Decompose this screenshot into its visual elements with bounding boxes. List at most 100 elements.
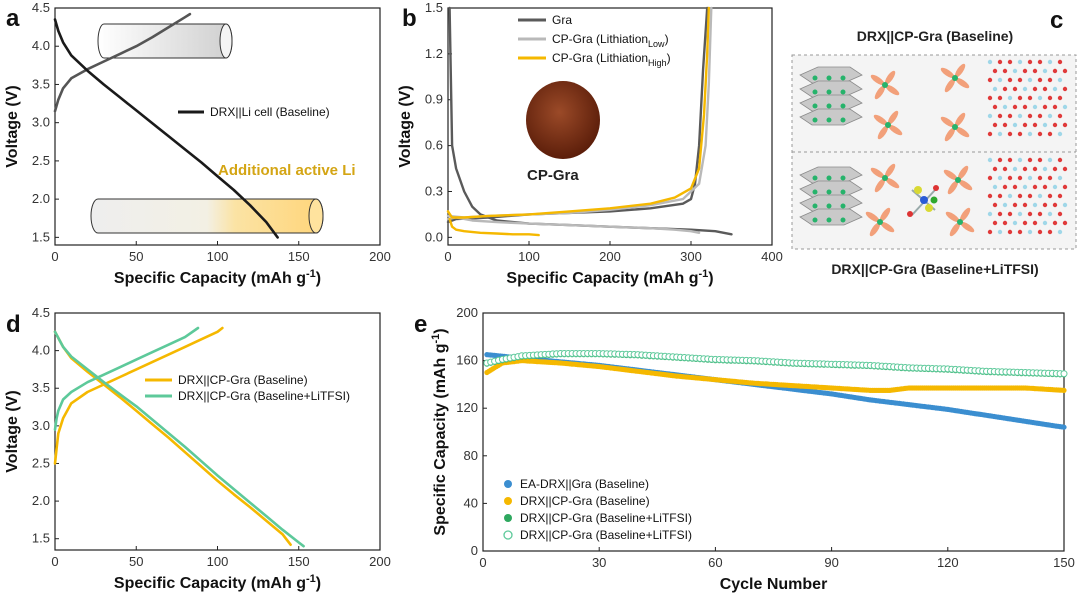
y-tick-label: 2.0 [32, 191, 50, 206]
schematic-title-top: DRX||CP-Gra (Baseline) [857, 28, 1013, 44]
drx-atom [1012, 166, 1018, 172]
series-line-2 [446, 216, 701, 235]
y-tick-label: 4.0 [32, 38, 50, 53]
lithium-ion [826, 175, 832, 181]
drx-atom [1022, 104, 1028, 110]
solvated-li [885, 122, 891, 128]
drx-atom [1052, 122, 1058, 128]
solvated-li [957, 219, 963, 225]
drx-atom [1047, 95, 1053, 101]
drx-atom [1022, 220, 1028, 226]
drx-atom [1052, 220, 1058, 226]
drx-atom [1062, 104, 1068, 110]
lithium-ion [840, 89, 846, 95]
solvent-lobe [945, 211, 960, 223]
drx-atom [992, 202, 998, 208]
drx-atom [1007, 113, 1013, 119]
drx-atom [1032, 184, 1038, 190]
drx-atom [1062, 220, 1068, 226]
y-axis-label: Voltage (V) [397, 85, 414, 167]
solvent-lobe [870, 74, 885, 86]
drx-atom [1012, 220, 1018, 226]
panel-d-legend-label-0: DRX||CP-Gra (Baseline) [178, 373, 308, 387]
solvent-lobe [955, 126, 970, 138]
y-tick-label: 0.9 [425, 92, 443, 107]
drx-atom [1017, 229, 1023, 235]
drx-atom [987, 157, 993, 163]
drx-atom [1007, 193, 1013, 199]
x-tick-label: 200 [599, 249, 621, 264]
drx-atom [1007, 175, 1013, 181]
panel-b-lines [446, 6, 733, 237]
series-line-2 [53, 326, 200, 431]
solvent-lobe [887, 110, 899, 125]
drx-atom [1037, 95, 1043, 101]
drx-atom [997, 211, 1003, 217]
y-tick-label: 80 [464, 448, 478, 463]
drx-atom [1057, 229, 1063, 235]
drx-atom [987, 95, 993, 101]
series-line-1 [446, 6, 709, 224]
drx-atom [997, 131, 1003, 137]
solvent-lobe [960, 221, 975, 233]
panel-a-legend-label: DRX||Li cell (Baseline) [210, 105, 330, 119]
panel-d: 0 50 100 150 200 1.5 2.0 2.5 3.0 3.5 4.0 4.5 Specifi… [4, 305, 391, 592]
drx-atom [1047, 211, 1053, 217]
drx-atom [1027, 175, 1033, 181]
drx-atom [1057, 175, 1063, 181]
y-tick-label: 2.5 [32, 153, 50, 168]
drx-atom [1057, 77, 1063, 83]
panel-e-legend-label-2: DRX||CP-Gra (Baseline+LiTFSI) [520, 511, 692, 525]
solvent-lobe [884, 163, 896, 178]
drx-atom [1002, 166, 1008, 172]
panel-c-schematic: DRX||CP-Gra (Baseline) DRX||CP-Gra (Base… [791, 28, 1077, 277]
panel-a-annotation: Additional active Li [218, 162, 356, 179]
drx-atom [1057, 193, 1063, 199]
lithium-ion [812, 203, 818, 209]
drx-crystal-icon [987, 59, 1068, 235]
lithium-ion [826, 217, 832, 223]
drx-atom [987, 131, 993, 137]
drx-atom [1022, 166, 1028, 172]
drx-atom [1007, 229, 1013, 235]
y-tick-label: 1.2 [425, 46, 443, 61]
panel-e-legend-marker-3 [503, 530, 513, 540]
lithium-ion [812, 117, 818, 123]
drx-atom [1027, 211, 1033, 217]
x-tick-label: 60 [708, 555, 722, 570]
drx-atom [1017, 193, 1023, 199]
drx-atom [1047, 193, 1053, 199]
y-tick-label: 2.0 [32, 493, 50, 508]
drx-atom [1047, 131, 1053, 137]
x-tick-label: 120 [937, 555, 959, 570]
y-tick-label: 1.5 [32, 229, 50, 244]
drx-atom [997, 77, 1003, 83]
y-tick-label: 3.0 [32, 418, 50, 433]
x-tick-label: 0 [51, 554, 58, 569]
drx-atom [1052, 104, 1058, 110]
panel-label-c: c [1050, 7, 1063, 34]
lithium-ion [812, 75, 818, 81]
solvent-lobe [940, 67, 955, 79]
drx-atom [1012, 202, 1018, 208]
panel-e-legend-marker-2 [504, 514, 512, 522]
solvent-lobe [940, 116, 955, 128]
y-tick-label: 1.5 [425, 0, 443, 15]
drx-atom [1037, 131, 1043, 137]
x-tick-label: 100 [207, 249, 229, 264]
drx-atom [992, 184, 998, 190]
drx-atom [1007, 77, 1013, 83]
drx-atom [1042, 86, 1048, 92]
drx-atom [997, 175, 1003, 181]
series-line-charge [53, 12, 192, 113]
y-axis-label: Voltage (V) [4, 390, 21, 472]
drx-atom [1017, 175, 1023, 181]
drx-atom [992, 68, 998, 74]
drx-atom [1022, 86, 1028, 92]
drx-atom [1007, 59, 1013, 65]
y-tick-label: 120 [456, 400, 478, 415]
y-tick-label: 160 [456, 353, 478, 368]
solvent-lobe [885, 84, 900, 96]
drx-atom [987, 77, 993, 83]
drx-atom [1042, 184, 1048, 190]
